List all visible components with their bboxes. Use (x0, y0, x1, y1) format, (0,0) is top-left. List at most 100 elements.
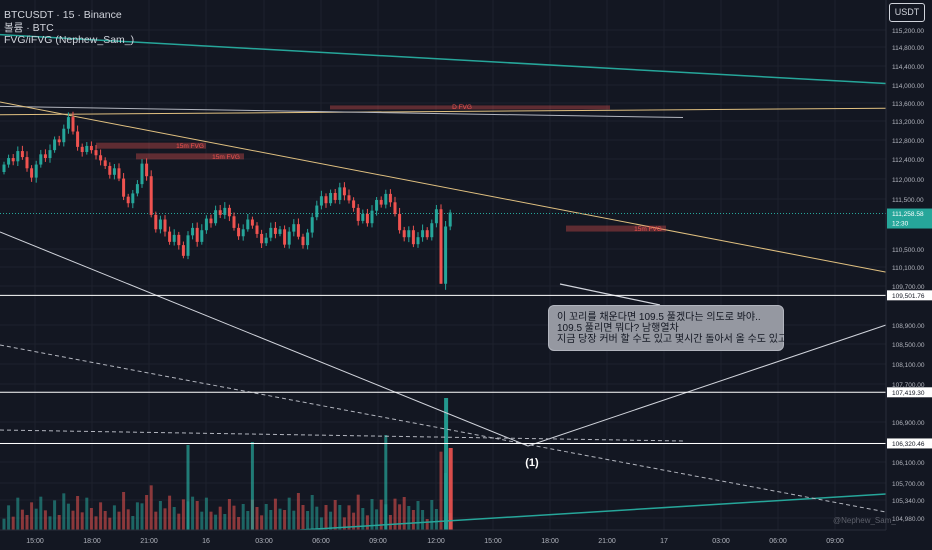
channel-lower-line (299, 493, 887, 531)
volume-bar (62, 493, 66, 530)
volume-bar (223, 514, 227, 530)
channel-upper-line (0, 33, 887, 85)
dashed-level (0, 429, 684, 442)
volume-bar (145, 495, 149, 530)
volume-bar (306, 511, 310, 530)
fvg-zone (136, 153, 244, 160)
candle-body (39, 154, 43, 165)
volume-bar (393, 498, 397, 530)
candle-body (25, 157, 29, 169)
candle-body (11, 158, 15, 162)
candle-body (434, 209, 438, 224)
gray-trendline (0, 105, 684, 119)
price-tick-label: 110,100.00 (892, 265, 924, 272)
note-pointer (559, 283, 661, 306)
volume-spike (250, 442, 254, 530)
candle-body (223, 207, 227, 215)
volume-bar (135, 502, 139, 530)
volume-bar (338, 505, 342, 530)
price-tick-label: 111,500.00 (892, 197, 924, 204)
candle-body (365, 213, 369, 224)
volume-bar (398, 504, 402, 530)
currency-button[interactable]: USDT (889, 3, 925, 22)
candle-body (352, 200, 356, 208)
time-tick-label: 21:00 (140, 538, 158, 545)
volume-bar (333, 500, 337, 530)
drawing-tools: D FVG 15m FVG 15m FVG 15m FVG (1) (0, 33, 887, 531)
fvg-label: 15m FVG (634, 226, 662, 233)
volume-spike (444, 398, 449, 530)
price-tick-label: 107,700.00 (892, 382, 925, 389)
volume-bar (365, 515, 369, 530)
volume-bar (283, 510, 287, 530)
volume-bar (126, 509, 130, 530)
volume-bar (39, 496, 43, 530)
candle-body (227, 207, 231, 217)
candle-body (34, 164, 38, 178)
volume-bar (177, 513, 181, 530)
volume-bar (214, 514, 218, 530)
candle-body (186, 235, 190, 256)
volume-bar (204, 497, 208, 530)
volume-bar (43, 510, 47, 530)
volume-bar (16, 497, 20, 530)
volume-bar (191, 496, 195, 530)
volume-bar (25, 515, 29, 530)
candle-body (48, 150, 52, 159)
volume-bar (195, 501, 199, 530)
volume-bar (273, 498, 277, 530)
price-tick-label: 113,200.00 (892, 119, 924, 126)
candle-body (94, 150, 98, 156)
volume-bar (7, 505, 11, 530)
candle-body (301, 236, 305, 246)
candle-body (425, 230, 429, 238)
candle-body (145, 163, 149, 177)
candle-body (126, 196, 130, 204)
candle-body (181, 245, 185, 256)
candle-body (131, 193, 135, 204)
time-tick-label: 16 (202, 538, 210, 545)
price-tick-label: 108,100.00 (892, 362, 925, 369)
chart-grid (0, 0, 886, 530)
candle-body (204, 218, 208, 231)
candle-body (269, 227, 273, 238)
volume-bar (329, 511, 333, 530)
candle-body (89, 145, 93, 151)
volume-bar (430, 500, 434, 530)
candle-body (370, 210, 374, 224)
candle-body (232, 216, 236, 228)
candle-body (439, 209, 443, 284)
candle-body (407, 230, 411, 238)
candle-body (310, 217, 314, 233)
volume-bar (352, 512, 356, 530)
volume-bar (34, 508, 38, 530)
volume-bar (296, 493, 300, 530)
annotation-note[interactable]: 이 꼬리를 채운다면 109.5 풀겠다는 의도로 봐야.. 109.5 풀리면… (548, 305, 793, 351)
candle-body (356, 207, 360, 221)
volume-bar (30, 502, 34, 530)
fvg-indicator-title[interactable]: FVG/iFVG (Nephew_Sam_) (4, 34, 135, 46)
candle-body (444, 226, 448, 284)
volume-bar (439, 451, 443, 530)
candle-body (448, 212, 452, 227)
volume-bar (57, 515, 61, 530)
time-tick-label: 15:00 (484, 538, 502, 545)
price-badge (887, 290, 932, 301)
note-line: 지금 당장 커버 할 수도 있고 몇시간 돌아서 올 수도 있고.. (557, 334, 793, 345)
volume-bar (421, 510, 425, 530)
candle-body (7, 158, 11, 165)
candle-body (57, 139, 61, 143)
price-badge-label: 106,320.46 (892, 441, 925, 448)
volume-bar (278, 508, 282, 530)
volume-bar (227, 499, 231, 530)
time-tick-label: 21:00 (598, 538, 616, 545)
fvg-zone (330, 105, 610, 110)
time-axis-background (0, 530, 932, 550)
volume-bar (255, 507, 259, 530)
candle-body (430, 223, 434, 238)
volume-bar (315, 506, 319, 530)
price-tick-label: 108,500.00 (892, 342, 925, 349)
volume-indicator-title[interactable]: 볼륨 · BTC (4, 22, 54, 34)
candle-body (71, 117, 75, 132)
